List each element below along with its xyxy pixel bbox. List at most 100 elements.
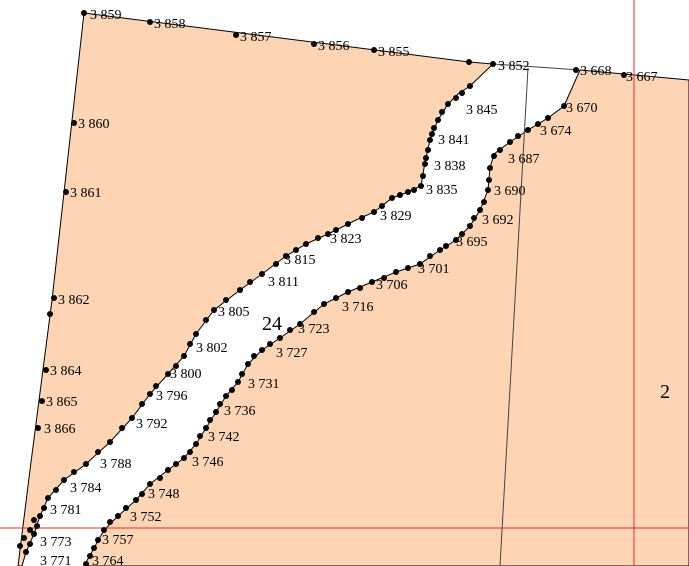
vertex-dot: [45, 495, 51, 501]
point-label: 3 727: [276, 346, 308, 361]
point-label: 3 695: [456, 235, 488, 250]
vertex-dot: [437, 247, 443, 253]
vertex-dot: [23, 549, 29, 555]
vertex-dot: [443, 243, 449, 249]
vertex-dot: [247, 279, 253, 285]
parcel-label-2: 2: [660, 381, 670, 403]
vertex-dot: [43, 367, 49, 373]
vertex-dot: [273, 261, 279, 267]
vertex-dot: [95, 449, 101, 455]
vertex-dot: [359, 215, 365, 221]
vertex-dot: [53, 487, 59, 493]
vertex-dot: [129, 415, 135, 421]
vertex-dot: [51, 295, 57, 301]
vertex-dot: [193, 441, 199, 447]
point-label: 3 859: [90, 8, 122, 23]
point-label: 3 668: [580, 64, 612, 79]
vertex-dot: [431, 125, 437, 131]
vertex-dot: [147, 391, 153, 397]
vertex-dot: [181, 455, 187, 461]
vertex-dot: [297, 321, 303, 327]
vertex-dot: [133, 497, 139, 503]
point-label: 3 835: [426, 183, 458, 198]
point-label: 3 757: [102, 533, 134, 548]
vertex-dot: [459, 231, 465, 237]
vertex-dot: [545, 115, 551, 121]
vertex-dot: [233, 32, 239, 38]
vertex-dot: [81, 10, 87, 16]
vertex-dot: [47, 311, 53, 317]
vertex-dot: [459, 90, 465, 96]
point-label: 3 752: [130, 510, 162, 525]
vertex-dot: [425, 147, 431, 153]
point-label: 3 866: [44, 422, 76, 437]
point-label: 3 771: [40, 554, 72, 566]
vertex-dot: [371, 47, 377, 53]
vertex-dot: [453, 237, 459, 243]
point-label: 3 856: [318, 39, 350, 54]
vertex-dot: [283, 253, 289, 259]
vertex-dot: [439, 109, 445, 115]
vertex-dot: [71, 120, 77, 126]
vertex-dot: [429, 131, 435, 137]
vertex-dot: [435, 117, 441, 123]
point-label: 3 706: [376, 278, 408, 293]
point-label: 3 864: [50, 364, 82, 379]
vertex-dot: [211, 307, 217, 313]
vertex-dot: [379, 203, 385, 209]
point-label: 3 687: [508, 152, 540, 167]
point-label: 3 674: [540, 124, 572, 139]
vertex-points: [17, 10, 627, 566]
vertex-dot: [107, 519, 113, 525]
point-label: 3 692: [482, 213, 514, 228]
vertex-dot: [467, 83, 473, 89]
vertex-dot: [486, 177, 492, 183]
vertex-dot: [422, 161, 428, 167]
vertex-dot: [507, 139, 513, 145]
vertex-dot: [303, 241, 309, 247]
point-label: 3 764: [92, 554, 124, 566]
vertex-dot: [237, 287, 243, 293]
vertex-dot: [267, 341, 273, 347]
vertex-dot: [369, 279, 375, 285]
point-label: 3 723: [298, 322, 330, 337]
point-label: 3 742: [208, 430, 240, 445]
vertex-dot: [187, 449, 193, 455]
vertex-dot: [535, 121, 541, 127]
vertex-dot: [173, 363, 179, 369]
vertex-dot: [423, 155, 429, 161]
vertex-dot: [139, 401, 145, 407]
vertex-dot: [197, 433, 203, 439]
vertex-dot: [63, 189, 69, 195]
vertex-dot: [203, 317, 209, 323]
vertex-dot: [389, 195, 395, 201]
vertex-dot: [217, 401, 223, 407]
vertex-dot: [477, 207, 483, 213]
vertex-dot: [393, 269, 399, 275]
vertex-dot: [239, 371, 245, 377]
point-label: 3 788: [100, 457, 132, 472]
point-label: 3 855: [378, 45, 410, 60]
point-label: 3 857: [240, 30, 272, 45]
point-label: 3 815: [284, 253, 316, 268]
vertex-dot: [345, 221, 351, 227]
point-label: 3 845: [466, 103, 498, 118]
vertex-dot: [27, 527, 33, 533]
vertex-dot: [21, 535, 27, 541]
point-label: 3 829: [380, 209, 412, 224]
vertex-dot: [417, 261, 423, 267]
point-label: 3 667: [626, 70, 658, 85]
vertex-dot: [485, 187, 491, 193]
vertex-dot: [17, 543, 23, 549]
vertex-dot: [311, 41, 317, 47]
vertex-dot: [157, 475, 163, 481]
vertex-dot: [311, 309, 317, 315]
vertex-dot: [293, 247, 299, 253]
vertex-dot: [91, 545, 97, 551]
point-label: 3 838: [434, 159, 466, 174]
boundary-line: [492, 63, 581, 71]
vertex-dot: [381, 275, 387, 281]
vertex-dot: [207, 417, 213, 423]
vertex-dot: [259, 271, 265, 277]
